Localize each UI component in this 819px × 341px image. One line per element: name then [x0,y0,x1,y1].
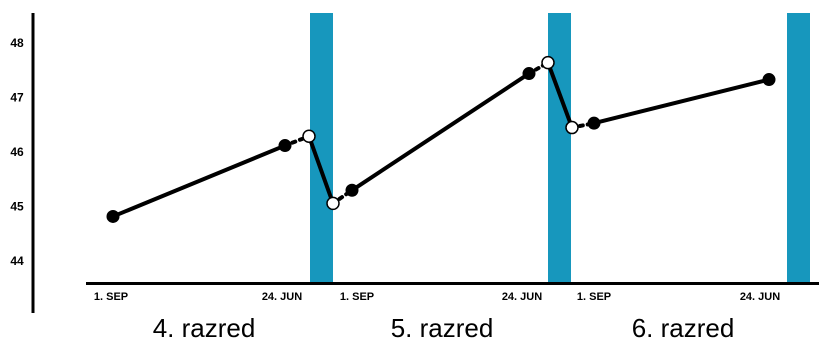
grade-label: 4. razred [153,313,256,341]
summer-band-2 [548,13,571,283]
year-start-point [587,116,601,130]
x-tick-label: 1. SEP [340,291,374,303]
summer-band-1 [310,13,333,283]
x-tick-label: 1. SEP [94,291,128,303]
y-tick-label: 45 [10,200,24,214]
grade-label: 5. razred [391,313,494,341]
summer-end-point [326,196,340,211]
summer-drop-line [307,134,335,206]
y-tick-label: 48 [10,36,24,50]
school-year-line [350,71,531,193]
year-end-point [522,67,536,81]
y-tick-label: 46 [10,145,24,159]
grade-label: 6. razred [632,313,735,341]
y-tick-label: 47 [10,91,24,105]
year-end-point [762,73,776,87]
series-markers [106,55,776,223]
grade-labels: 4. razred 5. razred 6. razred [153,313,735,341]
summer-start-point [302,129,316,144]
x-tick-label: 1. SEP [577,291,611,303]
year-start-point [345,183,359,197]
x-tick-label: 24. JUN [262,291,302,303]
x-tick-label: 24. JUN [502,291,542,303]
y-tick-label: 44 [10,254,24,268]
x-tick-label: 24. JUN [740,291,780,303]
summer-band-3 [787,13,810,283]
summer-bands [310,13,810,283]
y-ticks: 44 45 46 47 48 [10,36,24,268]
series-lines [111,60,771,219]
summer-end-point [565,120,579,135]
year-start-point [106,209,120,223]
school-year-line [592,77,771,126]
school-year-line [111,143,287,219]
summer-drop-line [546,60,574,130]
summer-start-point [541,55,555,70]
year-end-point [278,139,292,153]
x-ticks: 1. SEP 24. JUN 1. SEP 24. JUN 1. SEP 24.… [94,291,780,303]
